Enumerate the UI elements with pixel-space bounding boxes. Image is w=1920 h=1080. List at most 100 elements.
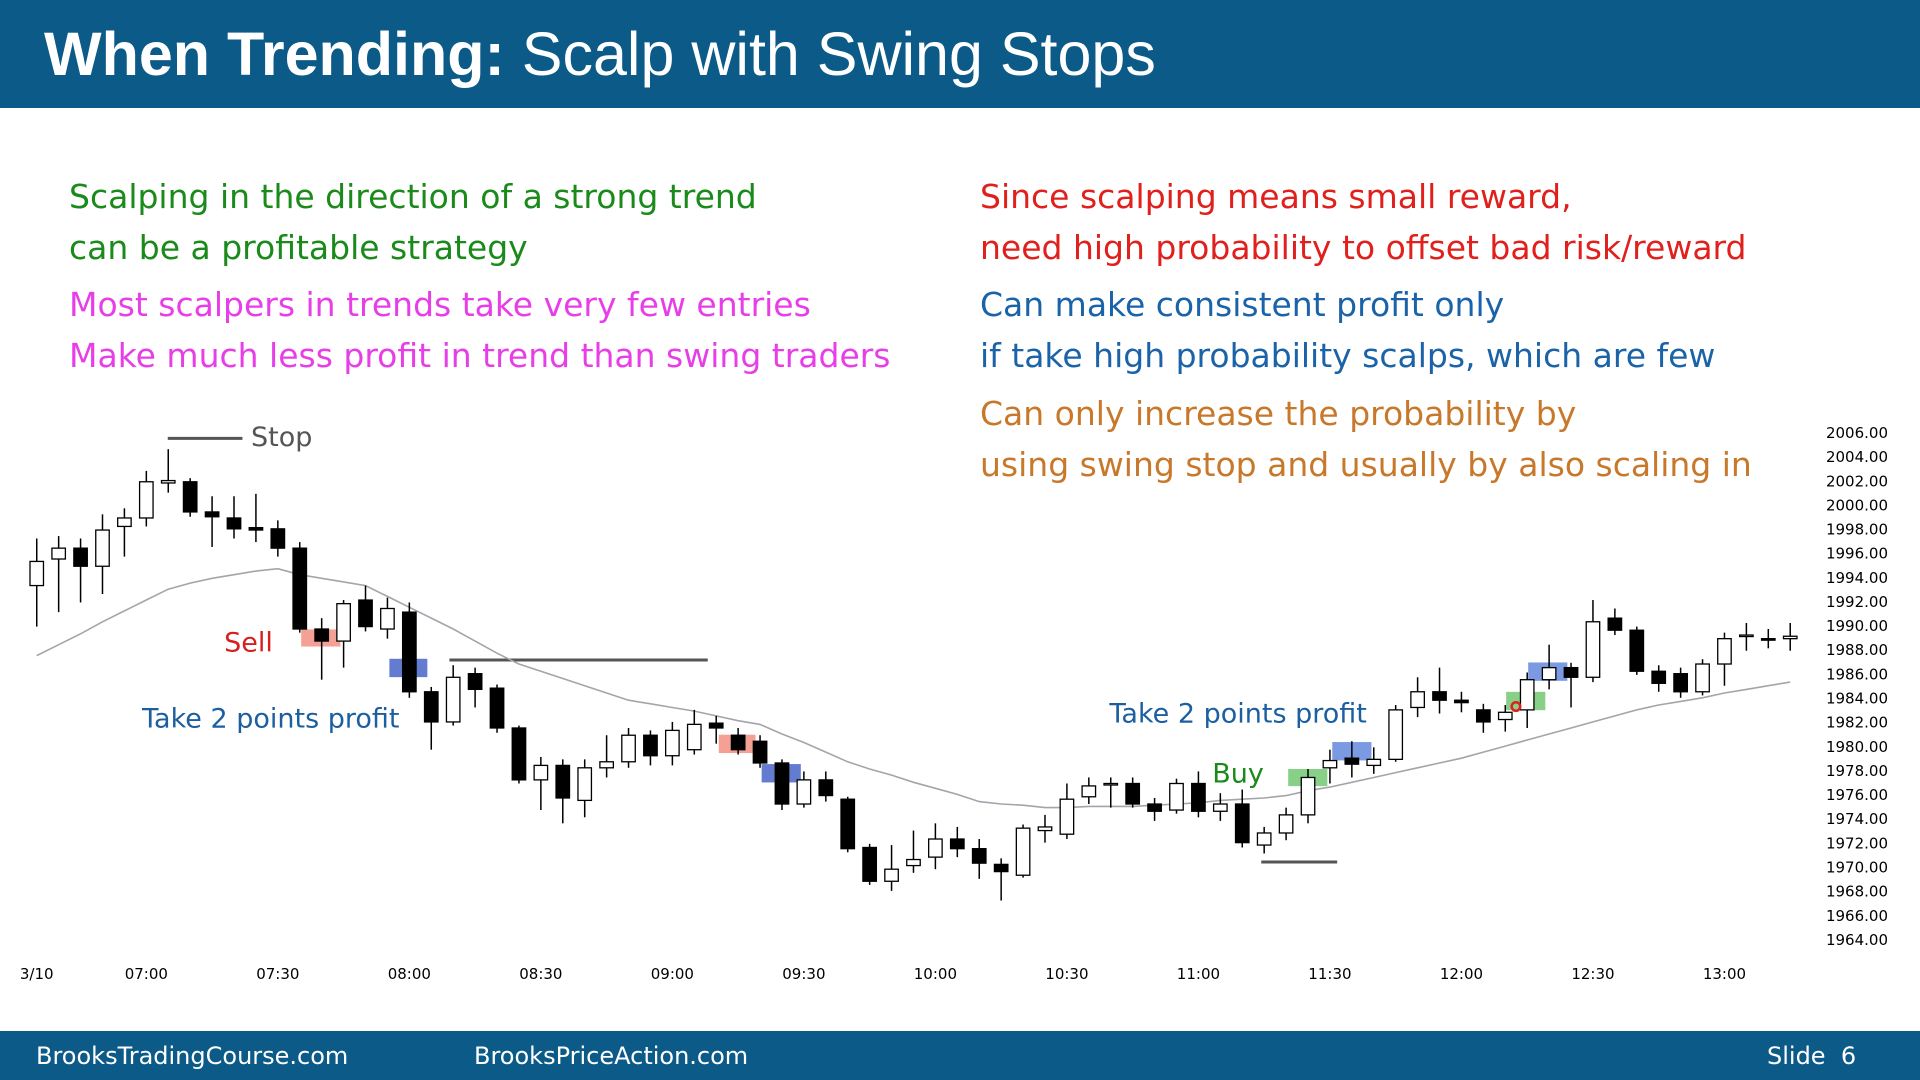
candle-body xyxy=(226,517,242,530)
candle xyxy=(1563,662,1579,708)
candle xyxy=(489,684,505,733)
candle xyxy=(993,858,1009,901)
candle-body xyxy=(1300,776,1316,816)
y-tick-label: 1988.00 xyxy=(1826,641,1888,659)
candle-body xyxy=(1081,785,1097,798)
candle-body xyxy=(358,599,373,628)
candle xyxy=(292,542,308,633)
candle xyxy=(1454,691,1469,713)
x-tick-label: 07:30 xyxy=(256,965,299,983)
candle-body xyxy=(884,868,899,882)
x-tick-label: 10:00 xyxy=(914,965,957,983)
candle-body xyxy=(511,727,527,781)
candle xyxy=(840,796,856,853)
footer-middle: BrooksPriceAction.com xyxy=(474,1041,749,1070)
candle-body xyxy=(138,481,154,519)
candle xyxy=(1059,783,1075,840)
candle-body xyxy=(95,529,110,567)
candle xyxy=(1497,705,1513,732)
candle xyxy=(1103,777,1119,808)
x-tick-label: 09:30 xyxy=(782,965,825,983)
candle-body xyxy=(643,734,658,757)
candle xyxy=(1432,667,1447,714)
candle xyxy=(380,597,395,639)
candle xyxy=(511,725,527,784)
candle-body xyxy=(73,547,88,567)
annotation: Stop xyxy=(251,422,312,453)
note-line: Scalping in the direction of a strong tr… xyxy=(69,177,757,216)
candle xyxy=(1300,769,1316,824)
candle xyxy=(204,496,220,547)
candle-body xyxy=(160,479,176,484)
candle-body xyxy=(1541,666,1557,681)
candle xyxy=(1125,777,1141,808)
candle-body xyxy=(730,734,746,751)
candle-body xyxy=(1738,634,1754,638)
candle-body xyxy=(533,764,549,781)
candle xyxy=(949,826,965,858)
y-tick-label: 1966.00 xyxy=(1826,907,1888,925)
candle-body xyxy=(862,846,878,882)
candle-body xyxy=(117,517,132,528)
candle-body xyxy=(1629,629,1645,672)
candle xyxy=(1585,600,1601,683)
candle-body xyxy=(1103,782,1119,786)
candle xyxy=(906,830,921,873)
candle xyxy=(774,759,790,811)
candle-body xyxy=(993,863,1009,873)
candle-body xyxy=(1278,814,1294,834)
candle xyxy=(423,686,439,750)
candle-body xyxy=(906,858,921,867)
candle xyxy=(1410,677,1425,718)
candle xyxy=(664,721,680,766)
candle xyxy=(467,667,483,708)
candle xyxy=(971,839,987,879)
candle xyxy=(1256,826,1272,854)
x-tick-label: 11:00 xyxy=(1177,965,1220,983)
candle-body xyxy=(182,481,198,513)
candle-body xyxy=(467,673,483,691)
candle xyxy=(533,756,549,811)
candle xyxy=(117,508,132,557)
candle-body xyxy=(1169,782,1184,811)
x-tick-label: 13:00 xyxy=(1703,965,1746,983)
y-tick-label: 1974.00 xyxy=(1826,810,1888,828)
candle xyxy=(708,715,724,744)
y-tick-label: 2002.00 xyxy=(1826,472,1888,490)
candle xyxy=(796,771,812,808)
candle-body xyxy=(1147,803,1162,812)
note-line: Can only increase the probability by xyxy=(980,394,1577,433)
candle xyxy=(336,600,351,668)
candle xyxy=(730,727,746,755)
candle xyxy=(1388,705,1404,762)
candle xyxy=(1278,807,1294,841)
note-line: Since scalping means small reward, xyxy=(980,177,1572,216)
candle xyxy=(599,735,615,778)
candle-body xyxy=(928,838,943,858)
candle-body xyxy=(1344,757,1360,765)
candle-body xyxy=(664,729,680,757)
y-tick-label: 1970.00 xyxy=(1826,858,1888,876)
candle-body xyxy=(1695,663,1710,693)
candle xyxy=(862,843,878,885)
candle xyxy=(1344,741,1360,778)
candle-body xyxy=(1782,635,1798,640)
candle-body xyxy=(1059,798,1075,835)
footer: BrooksTradingCourse.com BrooksPriceActio… xyxy=(0,1031,1920,1080)
candle xyxy=(1607,608,1623,636)
candle-body xyxy=(1191,782,1206,812)
candle xyxy=(29,538,45,627)
y-tick-label: 1994.00 xyxy=(1826,569,1888,587)
moving-average xyxy=(36,567,1791,809)
candle-body xyxy=(1322,759,1338,769)
candle-body xyxy=(1673,673,1689,693)
candle xyxy=(643,730,658,766)
candle-body xyxy=(796,779,812,805)
note-line: Most scalpers in trends take very few en… xyxy=(69,285,811,324)
candle-body xyxy=(380,607,395,630)
candle xyxy=(1519,672,1535,728)
candle-body xyxy=(1760,638,1776,641)
candle xyxy=(182,478,198,517)
y-tick-label: 1998.00 xyxy=(1826,521,1888,539)
